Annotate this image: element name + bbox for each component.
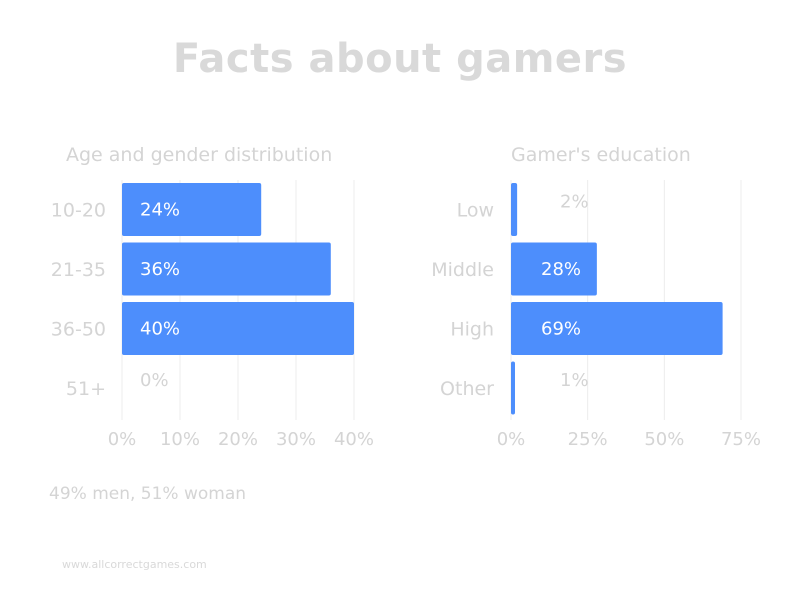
age-category-label-36-50: 36-50 <box>51 319 106 341</box>
education-value-label-high: 69% <box>541 319 581 340</box>
gender-split-note: 49% men, 51% woman <box>49 484 247 504</box>
age-category-label-21-35: 21-35 <box>51 259 106 281</box>
age-x-tick-label-4: 40% <box>334 429 374 450</box>
age-value-label-10-20: 24% <box>140 200 180 221</box>
age-category-label-10-20: 10-20 <box>51 200 106 222</box>
age-bar-10-20 <box>122 183 262 236</box>
age-x-tick-label-1: 10% <box>160 429 200 450</box>
age-x-tick-label-0: 0% <box>108 429 137 450</box>
education-category-label-middle: Middle <box>431 259 494 281</box>
education-x-tick-label-0: 0% <box>497 429 526 450</box>
education-x-tick-label-1: 25% <box>568 429 608 450</box>
age-x-tick-label-2: 20% <box>218 429 258 450</box>
source-link[interactable]: www.allcorrectgames.com <box>62 558 207 571</box>
age-bar-21-35 <box>122 242 331 296</box>
education-category-label-other: Other <box>440 378 494 400</box>
age-bar-36-50 <box>122 302 354 355</box>
education-value-label-low: 2% <box>560 192 589 213</box>
education-chart-title: Gamer's education <box>511 144 691 166</box>
education-x-tick-label-3: 75% <box>721 429 761 450</box>
education-x-tick-label-2: 50% <box>644 429 684 450</box>
age-value-label-36-50: 40% <box>140 319 180 340</box>
education-category-label-high: High <box>450 319 494 341</box>
page-title: Facts about gamers <box>172 36 628 82</box>
education-value-label-other: 1% <box>560 370 589 391</box>
age-gender-chart-title: Age and gender distribution <box>66 144 333 166</box>
education-value-label-middle: 28% <box>541 259 581 280</box>
education-bar-high <box>511 302 723 355</box>
education-bar-low <box>511 183 518 236</box>
education-bar-middle <box>511 242 597 296</box>
age-category-label-51: 51+ <box>66 378 106 400</box>
education-bar-other <box>511 361 515 415</box>
education-category-label-low: Low <box>457 200 494 222</box>
age-value-label-51: 0% <box>140 370 169 391</box>
age-value-label-21-35: 36% <box>140 259 180 280</box>
age-x-tick-label-3: 30% <box>276 429 316 450</box>
